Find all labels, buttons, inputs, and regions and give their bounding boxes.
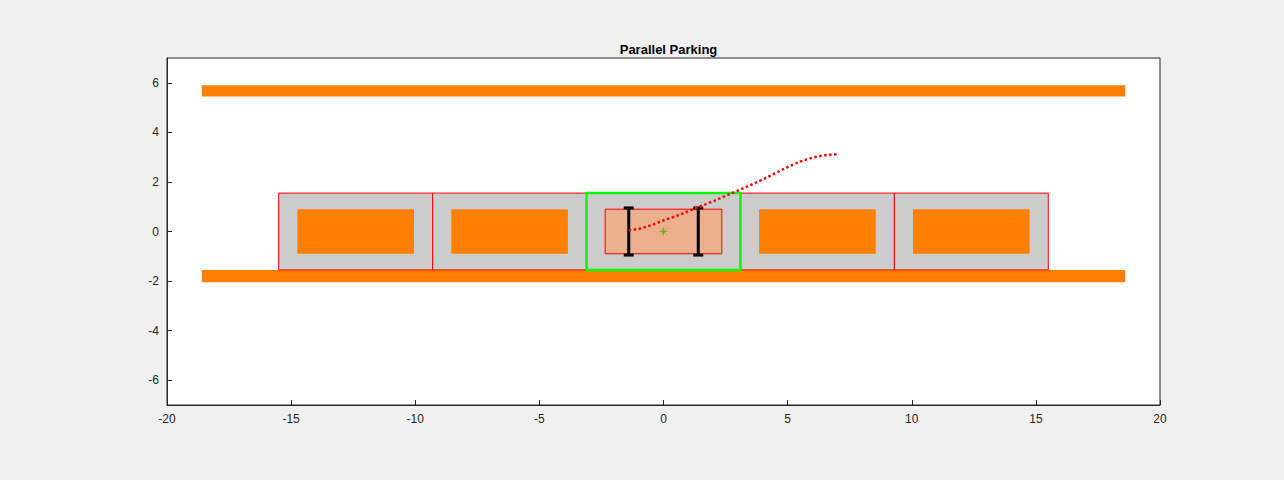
svg-text:-15: -15 <box>282 412 300 426</box>
svg-text:15: 15 <box>1029 412 1043 426</box>
svg-text:20: 20 <box>1153 412 1167 426</box>
svg-text:-10: -10 <box>407 412 425 426</box>
svg-text:-2: -2 <box>148 274 159 288</box>
svg-text:6: 6 <box>152 76 159 90</box>
svg-text:-20: -20 <box>158 412 176 426</box>
svg-text:0: 0 <box>660 412 667 426</box>
svg-text:-4: -4 <box>148 324 159 338</box>
svg-text:0: 0 <box>152 225 159 239</box>
svg-text:-5: -5 <box>534 412 545 426</box>
svg-text:Parallel Parking: Parallel Parking <box>620 42 718 57</box>
svg-text:-6: -6 <box>148 373 159 387</box>
svg-text:5: 5 <box>784 412 791 426</box>
svg-text:4: 4 <box>152 125 159 139</box>
svg-text:2: 2 <box>152 175 159 189</box>
svg-text:10: 10 <box>905 412 919 426</box>
